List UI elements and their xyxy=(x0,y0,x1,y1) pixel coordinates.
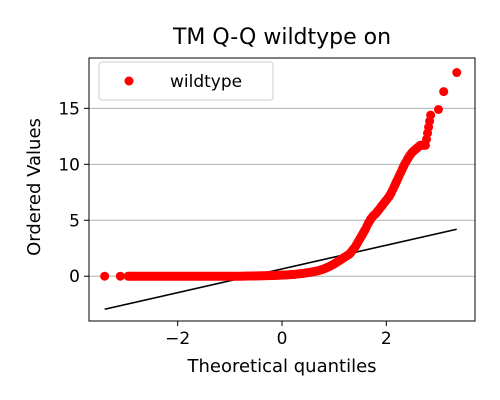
y-tick-label: 5 xyxy=(69,211,80,231)
y-ticks: 0 5 10 15 xyxy=(58,99,89,287)
legend-marker-wildtype xyxy=(124,76,134,86)
data-points xyxy=(100,68,462,281)
data-point xyxy=(426,110,436,120)
legend: wildtype xyxy=(98,61,274,101)
legend-box xyxy=(98,61,274,101)
data-point xyxy=(452,68,462,78)
y-tick-label: 15 xyxy=(58,99,80,119)
x-tick-label: −2 xyxy=(165,329,190,349)
reference-line-layer xyxy=(104,228,457,311)
data-point xyxy=(100,271,110,281)
data-point xyxy=(115,271,125,281)
x-tick-label: 2 xyxy=(381,329,392,349)
x-axis-label: Theoretical quantiles xyxy=(186,356,376,377)
x-tick-label: 0 xyxy=(277,329,288,349)
reference-line xyxy=(104,228,457,311)
legend-label-wildtype: wildtype xyxy=(170,72,242,92)
y-tick-label: 10 xyxy=(58,155,80,175)
y-axis-label: Ordered Values xyxy=(24,118,45,256)
y-tick-label: 0 xyxy=(69,267,80,287)
x-ticks: −2 0 2 xyxy=(165,321,392,349)
data-point xyxy=(439,87,449,97)
chart-title: TM Q-Q wildtype on xyxy=(172,25,391,50)
data-point xyxy=(433,104,443,114)
